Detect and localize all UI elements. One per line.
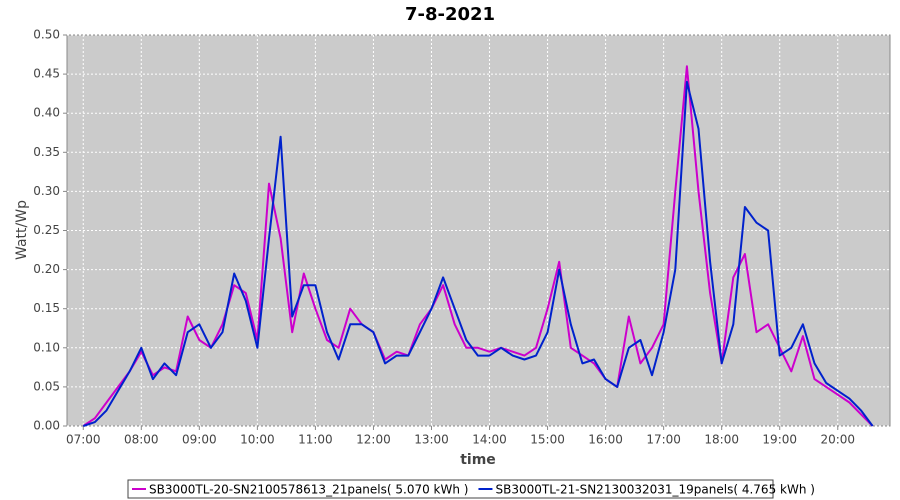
y-tick-label: 0.25 xyxy=(33,223,60,237)
x-tick-label: 17:00 xyxy=(646,433,681,447)
y-tick-label: 0.20 xyxy=(33,262,60,276)
y-tick-label: 0.40 xyxy=(33,106,60,120)
x-tick-label: 15:00 xyxy=(530,433,565,447)
x-tick-label: 16:00 xyxy=(588,433,623,447)
y-tick-label: 0.50 xyxy=(33,28,60,42)
x-tick-label: 12:00 xyxy=(356,433,391,447)
y-tick-label: 0.15 xyxy=(33,301,60,315)
x-axis-label: time xyxy=(460,452,496,468)
x-tick-label: 13:00 xyxy=(414,433,449,447)
series-line xyxy=(82,65,874,427)
x-tick-label: 14:00 xyxy=(472,433,507,447)
x-tick-label: 11:00 xyxy=(298,433,333,447)
x-tick-label: 07:00 xyxy=(66,433,101,447)
series-line xyxy=(82,80,874,427)
legend-label: SB3000TL-20-SN2100578613_21panels( 5.070… xyxy=(149,483,468,497)
y-tick-label: 0.05 xyxy=(33,379,60,393)
x-tick-label: 18:00 xyxy=(704,433,739,447)
x-tick-label: 10:00 xyxy=(240,433,275,447)
x-tick-label: 19:00 xyxy=(762,433,797,447)
x-tick-label: 08:00 xyxy=(124,433,159,447)
x-tick-label: 20:00 xyxy=(820,433,855,447)
chart-title: 7-8-2021 xyxy=(405,4,495,25)
x-tick-label: 09:00 xyxy=(182,433,217,447)
y-tick-label: 0.30 xyxy=(33,184,60,198)
y-tick-label: 0.35 xyxy=(33,145,60,159)
y-axis-label: Watt/Wp xyxy=(14,200,30,260)
y-tick-label: 0.10 xyxy=(33,340,60,354)
y-tick-label: 0.45 xyxy=(33,67,60,81)
y-tick-label: 0.00 xyxy=(33,419,60,433)
legend xyxy=(127,479,774,499)
legend-label: SB3000TL-21-SN2130032031_19panels( 4.765… xyxy=(495,483,814,497)
